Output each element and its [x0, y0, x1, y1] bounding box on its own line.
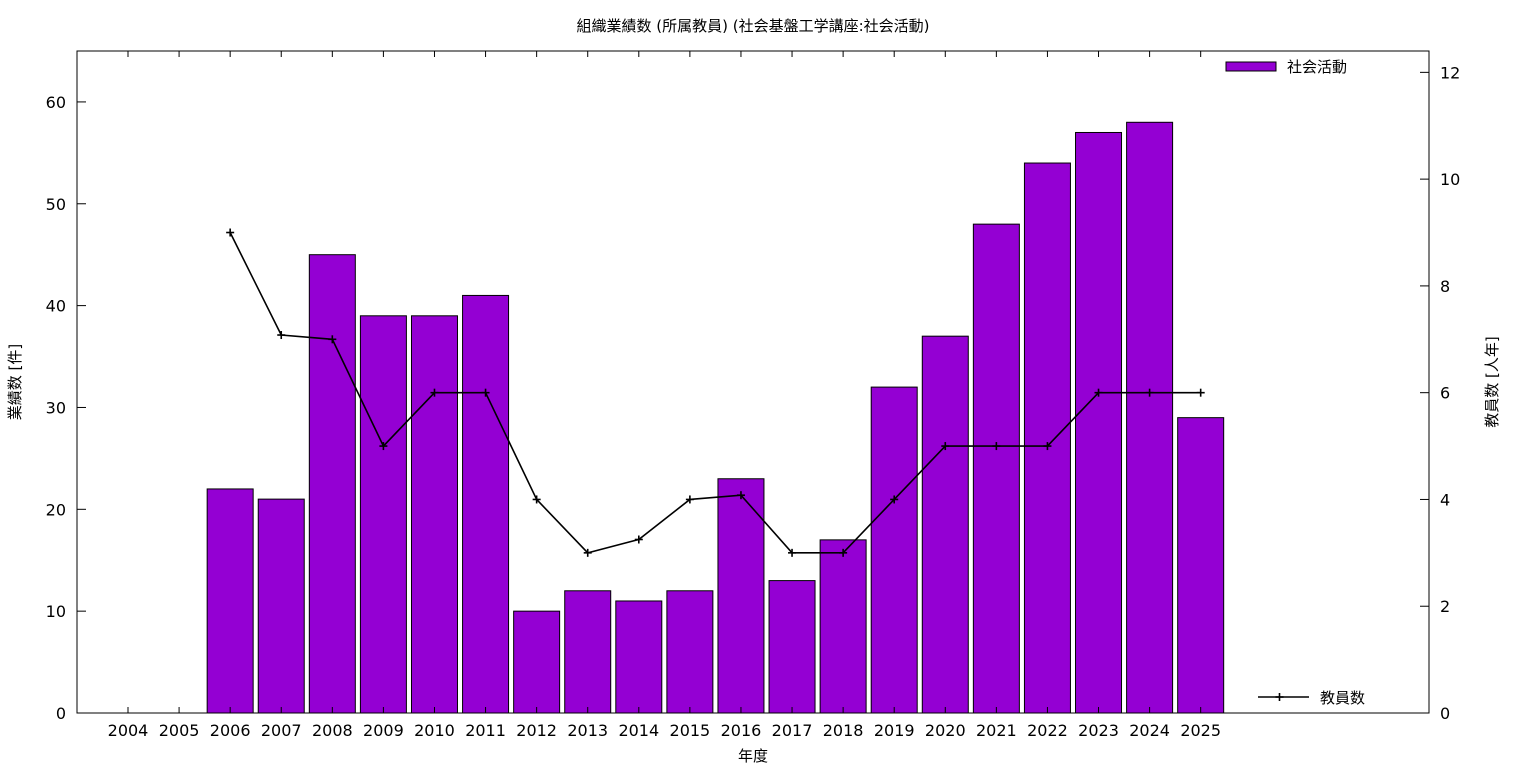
y-tick-label-20: 20 [46, 500, 66, 519]
bar-2013 [564, 590, 612, 714]
y-axis-title: 業績数 [件] [6, 344, 24, 420]
y2-tick-label-10: 10 [1440, 170, 1460, 189]
bar-2011 [462, 294, 510, 714]
point-2011 [481, 388, 490, 397]
y2-tick-label-12: 12 [1440, 63, 1460, 82]
point-2013 [583, 548, 592, 557]
x-axis-ticks: 2004 2005 2006 2007 2008 2009 2010 2011 2012 2013… [108, 51, 1221, 740]
bar-2007 [257, 498, 305, 714]
x-tick-label-2025: 2025 [1180, 721, 1221, 740]
y-tick-label-10: 10 [46, 602, 66, 621]
point-2014 [634, 535, 643, 544]
bar-2015 [666, 590, 714, 714]
y2-tick-label-8: 8 [1440, 277, 1450, 296]
x-tick-label-2023: 2023 [1078, 721, 1119, 740]
x-tick-label-2017: 2017 [772, 721, 813, 740]
x-tick-label-2020: 2020 [925, 721, 966, 740]
y2-tick-label-4: 4 [1440, 490, 1450, 509]
bar-2024 [1126, 121, 1174, 714]
y-tick-label-60: 60 [46, 93, 66, 112]
point-2007 [277, 331, 286, 340]
bar-2010 [410, 315, 458, 714]
chart-title: 組織業績数 (所属教員) (社会基盤工学講座:社会活動) [576, 17, 929, 35]
y-tick-label-40: 40 [46, 297, 66, 316]
y2-tick-label-0: 0 [1440, 704, 1450, 723]
bar-2022 [1023, 162, 1071, 714]
y-tick-label-50: 50 [46, 195, 66, 214]
x-tick-label-2007: 2007 [261, 721, 302, 740]
bar-2020 [921, 335, 969, 714]
legend-label-bar: 社会活動 [1287, 58, 1347, 76]
x-axis-title: 年度 [738, 747, 768, 765]
x-tick-label-2010: 2010 [414, 721, 455, 740]
x-tick-label-2018: 2018 [823, 721, 864, 740]
x-tick-label-2012: 2012 [516, 721, 557, 740]
bar-2019 [870, 386, 918, 714]
y2-axis-title: 教員数 [人年] [1483, 336, 1501, 427]
point-2008 [328, 335, 337, 344]
point-2016 [736, 491, 745, 500]
bar-2025 [1177, 417, 1225, 714]
legend-label-line: 教員数 [1320, 689, 1365, 707]
bar-2009 [359, 315, 407, 714]
point-2022 [1043, 442, 1052, 451]
plot-frame [76, 50, 1430, 714]
bar-2023 [1075, 131, 1123, 714]
x-tick-label-2009: 2009 [363, 721, 404, 740]
x-tick-label-2016: 2016 [721, 721, 762, 740]
point-2019 [890, 495, 899, 504]
bar-2017 [768, 580, 816, 714]
line-教員数 [229, 232, 1201, 554]
point-2010 [430, 388, 439, 397]
bar-2016 [717, 478, 765, 714]
point-2024 [1145, 388, 1154, 397]
point-2018 [839, 548, 848, 557]
bar-2018 [819, 539, 867, 714]
bar-2006 [206, 488, 254, 714]
y2-tick-label-2: 2 [1440, 597, 1450, 616]
x-tick-label-2014: 2014 [618, 721, 659, 740]
y-axis-ticks: 0 10 20 30 40 50 60 [46, 93, 86, 723]
legend-swatch-bar [1225, 61, 1277, 72]
point-2009 [379, 442, 388, 451]
x-tick-label-2021: 2021 [976, 721, 1017, 740]
point-2012 [532, 495, 541, 504]
x-tick-label-2024: 2024 [1129, 721, 1170, 740]
x-tick-label-2004: 2004 [108, 721, 149, 740]
point-2006 [226, 228, 235, 237]
point-2021 [992, 442, 1001, 451]
bar-2008 [308, 254, 356, 714]
point-2023 [1094, 388, 1103, 397]
x-tick-label-2019: 2019 [874, 721, 915, 740]
legend-item-bar: 社会活動 [1225, 58, 1347, 76]
x-tick-label-2005: 2005 [159, 721, 200, 740]
y-tick-label-0: 0 [56, 704, 66, 723]
legend-item-line: 教員数 [1258, 689, 1365, 707]
x-tick-label-2013: 2013 [567, 721, 608, 740]
point-2017 [788, 548, 797, 557]
x-tick-label-2011: 2011 [465, 721, 506, 740]
y2-axis-ticks: 0 2 4 6 8 10 12 [1420, 63, 1460, 723]
x-tick-label-2015: 2015 [670, 721, 711, 740]
bar-2014 [615, 600, 663, 714]
y2-tick-label-6: 6 [1440, 384, 1450, 403]
x-tick-label-2022: 2022 [1027, 721, 1068, 740]
x-tick-label-2006: 2006 [210, 721, 251, 740]
bars-group [206, 121, 1225, 714]
x-tick-label-2008: 2008 [312, 721, 353, 740]
point-2025 [1196, 388, 1205, 397]
point-2020 [941, 442, 950, 451]
y-tick-label-30: 30 [46, 398, 66, 417]
bar-2021 [972, 223, 1020, 714]
bar-2012 [513, 610, 561, 714]
line-series-group [226, 228, 1205, 557]
point-2015 [685, 495, 694, 504]
